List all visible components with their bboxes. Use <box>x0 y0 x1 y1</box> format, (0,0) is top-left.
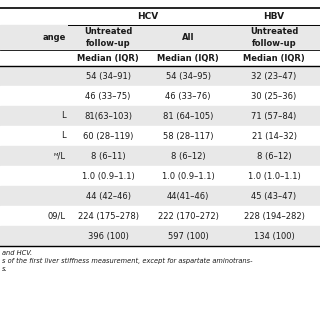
Text: 54 (34–95): 54 (34–95) <box>165 71 211 81</box>
Text: 81(63–103): 81(63–103) <box>84 111 132 121</box>
Text: 32 (23–47): 32 (23–47) <box>252 71 297 81</box>
Text: s.: s. <box>2 266 8 272</box>
Text: 597 (100): 597 (100) <box>168 231 208 241</box>
Text: 228 (194–282): 228 (194–282) <box>244 212 304 220</box>
Bar <box>0 66 320 86</box>
Text: All: All <box>182 33 194 42</box>
Bar <box>0 186 320 206</box>
Text: 396 (100): 396 (100) <box>88 231 128 241</box>
Text: 8 (6–12): 8 (6–12) <box>171 151 205 161</box>
Text: ange: ange <box>43 33 66 42</box>
Bar <box>0 126 320 146</box>
Bar <box>0 166 320 186</box>
Text: HBV: HBV <box>263 12 284 21</box>
Text: 1.0 (1.0–1.1): 1.0 (1.0–1.1) <box>248 172 300 180</box>
Bar <box>0 146 320 166</box>
Text: Median (IQR): Median (IQR) <box>77 53 139 62</box>
Text: and HCV.: and HCV. <box>2 250 32 256</box>
Text: 1.0 (0.9–1.1): 1.0 (0.9–1.1) <box>82 172 134 180</box>
Text: Untreated
follow-up: Untreated follow-up <box>84 28 132 48</box>
Text: L: L <box>61 132 66 140</box>
Text: 21 (14–32): 21 (14–32) <box>252 132 297 140</box>
Text: 46 (33–75): 46 (33–75) <box>85 92 131 100</box>
Text: 54 (34–91): 54 (34–91) <box>85 71 131 81</box>
Text: Untreated
follow-up: Untreated follow-up <box>250 28 298 48</box>
Text: 09/L: 09/L <box>48 212 66 220</box>
Text: Median (IQR): Median (IQR) <box>243 53 305 62</box>
Text: ᴹ/L: ᴹ/L <box>54 151 66 161</box>
Text: 134 (100): 134 (100) <box>254 231 294 241</box>
Bar <box>0 50 320 66</box>
Text: 224 (175–278): 224 (175–278) <box>77 212 139 220</box>
Text: 44 (42–46): 44 (42–46) <box>85 191 131 201</box>
Bar <box>0 25 320 50</box>
Text: 71 (57–84): 71 (57–84) <box>252 111 297 121</box>
Text: Median (IQR): Median (IQR) <box>157 53 219 62</box>
Bar <box>0 226 320 246</box>
Text: 8 (6–11): 8 (6–11) <box>91 151 125 161</box>
Bar <box>0 86 320 106</box>
Bar <box>0 106 320 126</box>
Text: 30 (25–36): 30 (25–36) <box>252 92 297 100</box>
Text: s of the first liver stiffness measurement, except for aspartate aminotrans-: s of the first liver stiffness measureme… <box>2 258 252 264</box>
Bar <box>0 206 320 226</box>
Text: 222 (170–272): 222 (170–272) <box>157 212 219 220</box>
Text: L: L <box>61 111 66 121</box>
Text: 45 (43–47): 45 (43–47) <box>252 191 297 201</box>
Text: 58 (28–117): 58 (28–117) <box>163 132 213 140</box>
Text: 81 (64–105): 81 (64–105) <box>163 111 213 121</box>
Bar <box>0 8 320 25</box>
Text: 46 (33–76): 46 (33–76) <box>165 92 211 100</box>
Text: 44(41–46): 44(41–46) <box>167 191 209 201</box>
Text: 60 (28–119): 60 (28–119) <box>83 132 133 140</box>
Text: 8 (6–12): 8 (6–12) <box>257 151 291 161</box>
Text: 1.0 (0.9–1.1): 1.0 (0.9–1.1) <box>162 172 214 180</box>
Text: HCV: HCV <box>137 12 159 21</box>
